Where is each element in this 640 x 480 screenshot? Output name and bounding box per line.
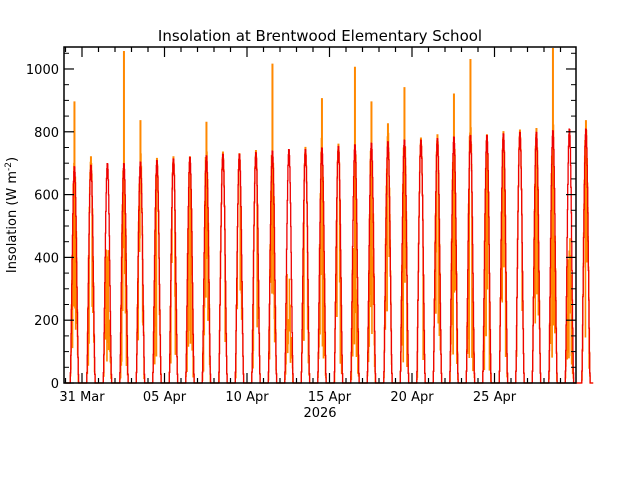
y-axis-label: Insolation (W m-2) bbox=[4, 157, 20, 273]
y-tick-label: 0 bbox=[51, 377, 59, 392]
chart-title: Insolation at Brentwood Elementary Schoo… bbox=[158, 27, 482, 45]
plot-area bbox=[65, 47, 594, 384]
measured-insolation-line bbox=[65, 47, 594, 384]
measured-insolation-series bbox=[65, 47, 594, 384]
clear-sky-insolation-series bbox=[65, 128, 594, 384]
x-tick-label: 25 Apr bbox=[473, 390, 517, 405]
y-axis-ticks: 0 200 400 600 800 1000 bbox=[26, 52, 576, 392]
x-tick-label: 20 Apr bbox=[390, 390, 434, 405]
x-tick-label: 10 Apr bbox=[225, 390, 269, 405]
y-tick-label: 200 bbox=[34, 314, 59, 329]
x-tick-label: 31 Mar bbox=[59, 390, 105, 405]
clear-sky-insolation-line bbox=[65, 128, 594, 384]
x-axis-ticks: 31 Mar 05 Apr 10 Apr 15 Apr 20 Apr 25 Apr bbox=[59, 47, 562, 405]
x-axis-label: 2026 bbox=[303, 406, 336, 421]
plot-frame bbox=[63, 46, 577, 384]
axes-frame bbox=[63, 46, 577, 384]
y-tick-label: 400 bbox=[34, 251, 59, 266]
y-tick-label: 1000 bbox=[26, 63, 59, 78]
y-tick-label: 800 bbox=[34, 126, 59, 141]
y-axis-label-superscript: -2 bbox=[4, 162, 14, 171]
x-tick-label: 05 Apr bbox=[143, 390, 187, 405]
y-axis-label-main: Insolation (W m bbox=[5, 171, 20, 273]
y-axis-label-close: ) bbox=[5, 157, 20, 162]
x-tick-label: 15 Apr bbox=[308, 390, 352, 405]
y-tick-label: 600 bbox=[34, 189, 59, 204]
